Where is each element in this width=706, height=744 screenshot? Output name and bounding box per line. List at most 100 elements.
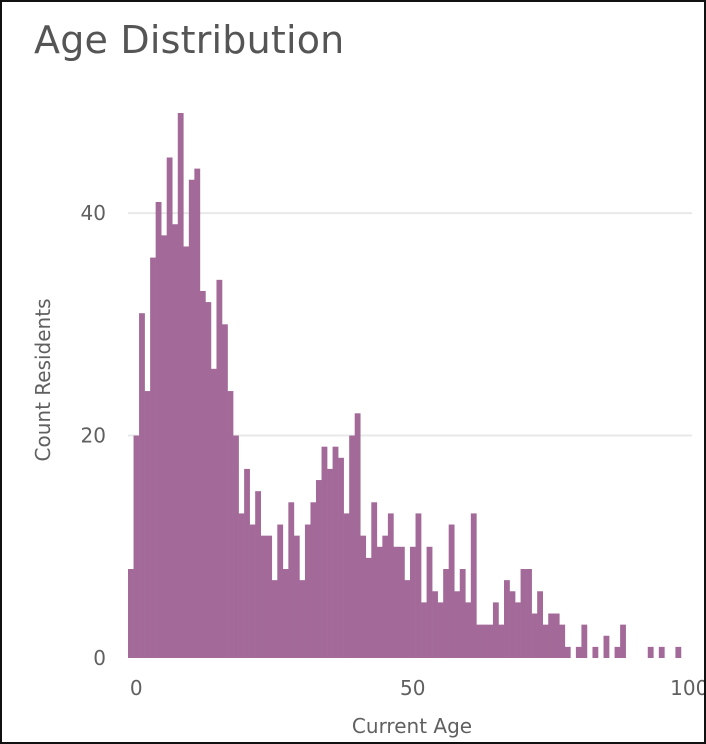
histogram-bar [581, 624, 588, 658]
histogram-bar [210, 368, 217, 658]
histogram-bar [222, 324, 228, 658]
histogram-bar [266, 535, 273, 658]
histogram-bar [675, 646, 682, 658]
x-tick-labels: 0 50 100 [130, 676, 704, 700]
histogram-bar [376, 546, 383, 658]
histogram-bar [426, 546, 433, 658]
histogram-bar [537, 591, 544, 658]
y-tick-label: 20 [81, 424, 106, 448]
histogram-bar [421, 602, 427, 658]
histogram-bar [515, 602, 521, 658]
histogram-bar [172, 224, 179, 658]
histogram-bar [349, 435, 356, 658]
histogram-bar [183, 246, 190, 658]
histogram-bar [658, 646, 665, 658]
histogram-bar [465, 602, 472, 658]
chart-title: Age Distribution [34, 18, 345, 62]
histogram-bar [620, 624, 626, 658]
histogram-bar [443, 569, 450, 658]
histogram-bar [321, 446, 328, 658]
histogram-bar [360, 535, 367, 658]
histogram-bar [244, 468, 250, 658]
histogram-bar [255, 491, 262, 658]
histogram-bar [382, 535, 389, 658]
histogram-bar [432, 591, 438, 658]
histogram-bar [542, 624, 549, 658]
histogram-bar [343, 513, 350, 658]
histogram-bar [481, 624, 488, 658]
histogram-bar [199, 290, 206, 658]
histogram-bar [194, 168, 201, 658]
histogram-bar [492, 602, 499, 658]
histogram-bar [260, 535, 267, 658]
y-tick-label: 0 [93, 646, 106, 670]
histogram-bar [575, 646, 582, 658]
x-axis-label: Current Age [352, 714, 472, 738]
histogram-bar [332, 446, 339, 658]
histogram-bar [371, 502, 378, 658]
histogram-bar [603, 635, 610, 658]
histogram-bar [299, 580, 306, 658]
histogram-bar [249, 524, 256, 658]
histogram-bar [271, 580, 278, 658]
x-tick-label: 0 [130, 676, 143, 700]
histogram-bar [476, 624, 483, 658]
histogram-bar [161, 235, 168, 659]
histogram-bar [393, 546, 400, 658]
histogram-bar [531, 613, 538, 658]
histogram-bar [227, 391, 234, 658]
histogram-bar [526, 569, 532, 658]
x-tick-label: 100 [670, 676, 704, 700]
histogram-bar [365, 557, 372, 658]
histogram-bar [304, 524, 311, 658]
histogram-bar [398, 546, 405, 658]
x-tick-label: 50 [400, 676, 425, 700]
histogram-bar [166, 157, 173, 658]
histogram-bar [133, 435, 140, 658]
histogram-bar [548, 613, 555, 658]
bars [128, 113, 682, 659]
histogram-bar [205, 302, 212, 658]
histogram-bar [288, 502, 295, 658]
histogram-bar [316, 480, 322, 658]
histogram-bar [470, 513, 477, 658]
y-tick-label: 40 [81, 201, 106, 225]
histogram-bar [448, 524, 455, 658]
histogram-bar [387, 513, 394, 658]
histogram-bar [128, 569, 134, 658]
histogram-bar [238, 513, 245, 658]
histogram-bar [559, 624, 566, 658]
histogram-bar [216, 279, 223, 658]
histogram-bar [504, 580, 510, 658]
histogram-bar [437, 602, 444, 658]
histogram-bar [404, 580, 411, 658]
y-axis-label: Count Residents [31, 299, 55, 462]
histogram-bar [509, 591, 516, 658]
histogram-bar [293, 535, 300, 658]
histogram-bar [520, 569, 527, 658]
histogram-bar [487, 624, 494, 658]
histogram-bar [553, 613, 560, 658]
histogram-bar [233, 435, 239, 658]
histogram-bar [188, 179, 195, 659]
histogram-bar [177, 113, 184, 658]
histogram-bar [338, 457, 344, 658]
histogram-bar [327, 468, 333, 658]
histogram-bar [410, 546, 416, 658]
histogram-bar [614, 646, 621, 658]
histogram-bar [498, 624, 505, 658]
histogram-bar [150, 257, 156, 658]
histogram-bar [139, 313, 145, 658]
histogram-bar [647, 646, 654, 658]
histogram-bar [454, 591, 461, 658]
histogram-bar [354, 413, 361, 658]
histogram-bar [282, 569, 289, 658]
histogram-bar [144, 391, 151, 658]
histogram-bar [592, 646, 599, 658]
histogram-bar [459, 569, 466, 658]
histogram-bar [155, 201, 162, 658]
histogram-bar [310, 502, 317, 658]
histogram-bar [415, 513, 422, 658]
